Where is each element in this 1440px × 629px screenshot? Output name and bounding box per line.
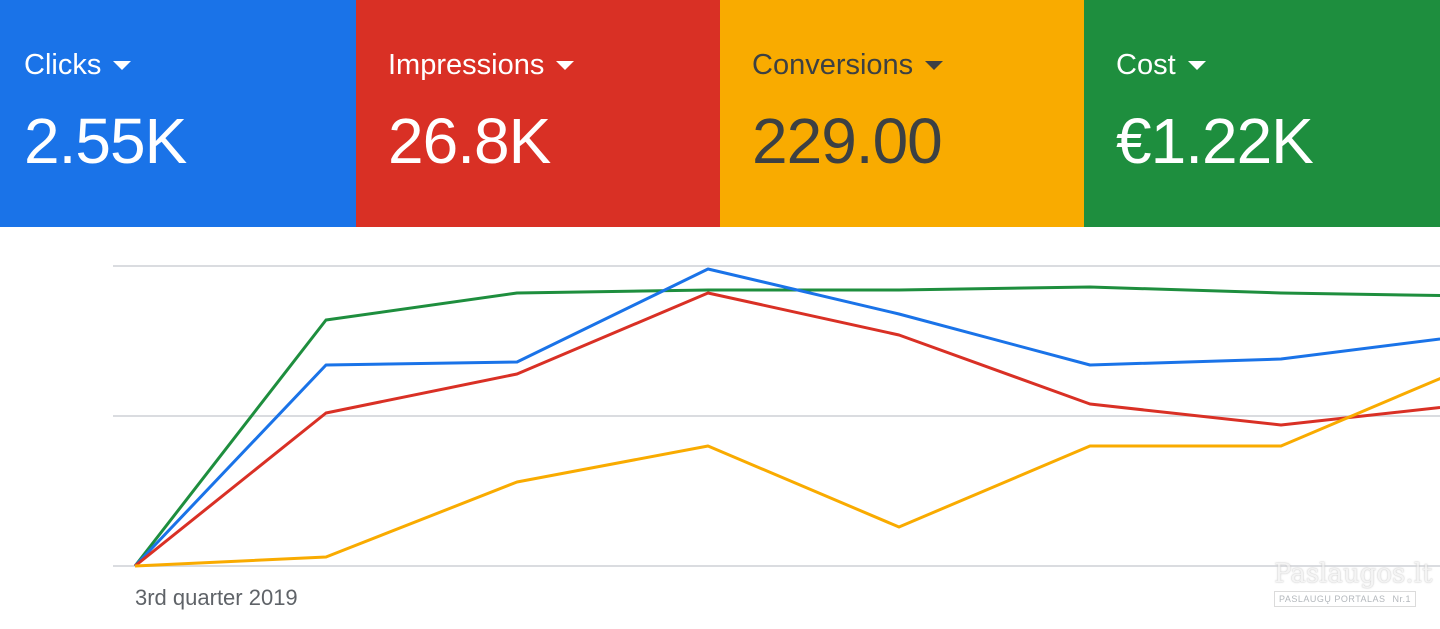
metric-selector-impressions[interactable]: Impressions — [388, 46, 575, 84]
series-line — [134, 376, 1440, 568]
watermark-name: Paslaugos.lt — [1274, 559, 1433, 589]
watermark-rank: Nr.1 — [1392, 594, 1411, 604]
metric-value: 229.00 — [752, 105, 943, 177]
metric-value: €1.22K — [1116, 105, 1314, 177]
performance-line-chart: 3rd quarter 2019 — [113, 265, 1440, 610]
metric-card-cost[interactable]: Cost €1.22K — [1084, 0, 1440, 227]
caret-down-icon[interactable] — [556, 60, 575, 70]
metric-card-clicks[interactable]: Clicks 2.55K — [0, 0, 356, 227]
metric-selector-conversions[interactable]: Conversions — [752, 46, 944, 84]
x-tick-label: 3rd quarter 2019 — [135, 585, 298, 610]
metric-value: 2.55K — [24, 105, 187, 177]
metric-card-impressions[interactable]: Impressions 26.8K — [356, 0, 720, 227]
metric-label: Impressions — [388, 49, 545, 81]
series-line — [133, 267, 1440, 568]
metric-selector-clicks[interactable]: Clicks — [24, 46, 132, 84]
series-line — [134, 291, 1440, 568]
metric-label: Clicks — [24, 49, 102, 81]
metric-value: 26.8K — [388, 105, 551, 177]
caret-down-icon[interactable] — [113, 60, 132, 70]
metric-card-conversions[interactable]: Conversions 229.00 — [720, 0, 1084, 227]
watermark-logo: Paslaugos.lt PASLAUGŲ PORTALAS Nr.1 — [1274, 559, 1433, 607]
metric-cards: Clicks 2.55K Impressions 26.8K Conversio… — [0, 0, 1440, 227]
caret-down-icon[interactable] — [1187, 60, 1206, 70]
metric-label: Cost — [1116, 49, 1176, 81]
caret-down-icon[interactable] — [925, 60, 944, 70]
metric-label: Conversions — [752, 49, 914, 81]
watermark-tagline: PASLAUGŲ PORTALAS — [1279, 594, 1386, 604]
series-line — [133, 285, 1440, 567]
metric-selector-cost[interactable]: Cost — [1116, 46, 1206, 84]
watermark-tagline-box: PASLAUGŲ PORTALAS Nr.1 — [1274, 591, 1416, 607]
